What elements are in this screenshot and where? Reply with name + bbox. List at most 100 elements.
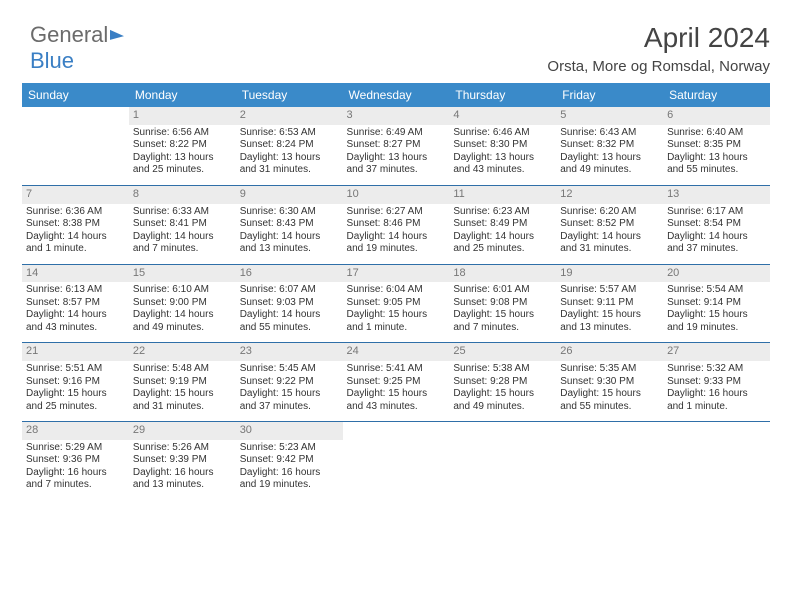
sunset-line: Sunset: 9:08 PM (453, 297, 552, 310)
daylight-line: Daylight: 15 hours and 49 minutes. (453, 388, 552, 413)
daylight-line: Daylight: 13 hours and 43 minutes. (453, 152, 552, 177)
calendar-day-cell (22, 107, 129, 185)
day-number: 19 (556, 265, 663, 283)
daylight-line: Daylight: 14 hours and 37 minutes. (667, 231, 766, 256)
daylight-line: Daylight: 13 hours and 25 minutes. (133, 152, 232, 177)
sunset-line: Sunset: 9:36 PM (26, 454, 125, 467)
brand-logo: General Blue (30, 22, 124, 74)
daylight-line: Daylight: 13 hours and 55 minutes. (667, 152, 766, 177)
calendar-day-cell: 17Sunrise: 6:04 AMSunset: 9:05 PMDayligh… (343, 264, 450, 343)
day-number: 22 (129, 343, 236, 361)
day-number: 10 (343, 186, 450, 204)
day-number: 20 (663, 265, 770, 283)
day-number: 12 (556, 186, 663, 204)
sunrise-line: Sunrise: 5:51 AM (26, 363, 125, 376)
sunrise-line: Sunrise: 5:41 AM (347, 363, 446, 376)
sunset-line: Sunset: 8:57 PM (26, 297, 125, 310)
calendar-day-cell: 27Sunrise: 5:32 AMSunset: 9:33 PMDayligh… (663, 343, 770, 422)
sunrise-line: Sunrise: 5:32 AM (667, 363, 766, 376)
calendar-body: 1Sunrise: 6:56 AMSunset: 8:22 PMDaylight… (22, 107, 770, 500)
sunset-line: Sunset: 8:38 PM (26, 218, 125, 231)
page-title: April 2024 (22, 22, 770, 54)
daylight-line: Daylight: 15 hours and 25 minutes. (26, 388, 125, 413)
sunrise-line: Sunrise: 5:48 AM (133, 363, 232, 376)
day-number: 30 (236, 422, 343, 440)
daylight-line: Daylight: 15 hours and 1 minute. (347, 309, 446, 334)
calendar-week-row: 28Sunrise: 5:29 AMSunset: 9:36 PMDayligh… (22, 422, 770, 500)
daylight-line: Daylight: 14 hours and 49 minutes. (133, 309, 232, 334)
day-number: 7 (22, 186, 129, 204)
calendar-day-cell: 19Sunrise: 5:57 AMSunset: 9:11 PMDayligh… (556, 264, 663, 343)
sunset-line: Sunset: 9:16 PM (26, 376, 125, 389)
daylight-line: Daylight: 16 hours and 19 minutes. (240, 467, 339, 492)
calendar-day-cell: 16Sunrise: 6:07 AMSunset: 9:03 PMDayligh… (236, 264, 343, 343)
sunset-line: Sunset: 9:05 PM (347, 297, 446, 310)
calendar-day-cell: 26Sunrise: 5:35 AMSunset: 9:30 PMDayligh… (556, 343, 663, 422)
calendar-day-cell: 12Sunrise: 6:20 AMSunset: 8:52 PMDayligh… (556, 185, 663, 264)
calendar-day-cell: 7Sunrise: 6:36 AMSunset: 8:38 PMDaylight… (22, 185, 129, 264)
sunrise-line: Sunrise: 6:33 AM (133, 206, 232, 219)
day-number: 15 (129, 265, 236, 283)
sunrise-line: Sunrise: 6:17 AM (667, 206, 766, 219)
sunset-line: Sunset: 9:11 PM (560, 297, 659, 310)
calendar-day-cell: 5Sunrise: 6:43 AMSunset: 8:32 PMDaylight… (556, 107, 663, 185)
sunset-line: Sunset: 9:30 PM (560, 376, 659, 389)
calendar-day-cell: 30Sunrise: 5:23 AMSunset: 9:42 PMDayligh… (236, 422, 343, 500)
sunset-line: Sunset: 9:03 PM (240, 297, 339, 310)
sunset-line: Sunset: 8:46 PM (347, 218, 446, 231)
calendar-day-cell: 22Sunrise: 5:48 AMSunset: 9:19 PMDayligh… (129, 343, 236, 422)
sunrise-line: Sunrise: 6:49 AM (347, 127, 446, 140)
sunset-line: Sunset: 9:33 PM (667, 376, 766, 389)
weekday-header: Tuesday (236, 83, 343, 107)
calendar-day-cell: 11Sunrise: 6:23 AMSunset: 8:49 PMDayligh… (449, 185, 556, 264)
calendar-day-cell (663, 422, 770, 500)
calendar-day-cell: 9Sunrise: 6:30 AMSunset: 8:43 PMDaylight… (236, 185, 343, 264)
day-number: 4 (449, 107, 556, 125)
sunrise-line: Sunrise: 5:54 AM (667, 284, 766, 297)
sunset-line: Sunset: 9:19 PM (133, 376, 232, 389)
sunset-line: Sunset: 9:00 PM (133, 297, 232, 310)
calendar-day-cell: 3Sunrise: 6:49 AMSunset: 8:27 PMDaylight… (343, 107, 450, 185)
sunset-line: Sunset: 8:24 PM (240, 139, 339, 152)
daylight-line: Daylight: 16 hours and 1 minute. (667, 388, 766, 413)
day-number: 26 (556, 343, 663, 361)
calendar-day-cell: 14Sunrise: 6:13 AMSunset: 8:57 PMDayligh… (22, 264, 129, 343)
sunset-line: Sunset: 9:28 PM (453, 376, 552, 389)
daylight-line: Daylight: 13 hours and 49 minutes. (560, 152, 659, 177)
calendar-table: SundayMondayTuesdayWednesdayThursdayFrid… (22, 83, 770, 500)
daylight-line: Daylight: 15 hours and 43 minutes. (347, 388, 446, 413)
daylight-line: Daylight: 16 hours and 13 minutes. (133, 467, 232, 492)
daylight-line: Daylight: 13 hours and 31 minutes. (240, 152, 339, 177)
sunset-line: Sunset: 8:43 PM (240, 218, 339, 231)
sunrise-line: Sunrise: 6:46 AM (453, 127, 552, 140)
sunrise-line: Sunrise: 6:53 AM (240, 127, 339, 140)
location-text: Orsta, More og Romsdal, Norway (22, 58, 770, 75)
day-number: 18 (449, 265, 556, 283)
sunrise-line: Sunrise: 5:57 AM (560, 284, 659, 297)
daylight-line: Daylight: 15 hours and 7 minutes. (453, 309, 552, 334)
daylight-line: Daylight: 14 hours and 1 minute. (26, 231, 125, 256)
calendar-week-row: 7Sunrise: 6:36 AMSunset: 8:38 PMDaylight… (22, 185, 770, 264)
calendar-day-cell: 24Sunrise: 5:41 AMSunset: 9:25 PMDayligh… (343, 343, 450, 422)
calendar-day-cell (556, 422, 663, 500)
calendar-week-row: 1Sunrise: 6:56 AMSunset: 8:22 PMDaylight… (22, 107, 770, 185)
calendar-day-cell: 4 Sunrise: 6:46 AMSunset: 8:30 PMDaylight… (449, 107, 556, 185)
calendar-day-cell: 8Sunrise: 6:33 AMSunset: 8:41 PMDaylight… (129, 185, 236, 264)
day-number: 28 (22, 422, 129, 440)
sunrise-line: Sunrise: 6:13 AM (26, 284, 125, 297)
sunset-line: Sunset: 8:35 PM (667, 139, 766, 152)
daylight-line: Daylight: 13 hours and 37 minutes. (347, 152, 446, 177)
sunset-line: Sunset: 9:39 PM (133, 454, 232, 467)
daylight-line: Daylight: 14 hours and 43 minutes. (26, 309, 125, 334)
brand-part1: General (30, 22, 108, 47)
day-number: 16 (236, 265, 343, 283)
sunrise-line: Sunrise: 5:23 AM (240, 442, 339, 455)
calendar-day-cell: 13Sunrise: 6:17 AMSunset: 8:54 PMDayligh… (663, 185, 770, 264)
sunset-line: Sunset: 8:30 PM (453, 139, 552, 152)
calendar-day-cell: 10Sunrise: 6:27 AMSunset: 8:46 PMDayligh… (343, 185, 450, 264)
day-number: 29 (129, 422, 236, 440)
day-number: 25 (449, 343, 556, 361)
day-number: 21 (22, 343, 129, 361)
day-number: 13 (663, 186, 770, 204)
sunrise-line: Sunrise: 6:20 AM (560, 206, 659, 219)
